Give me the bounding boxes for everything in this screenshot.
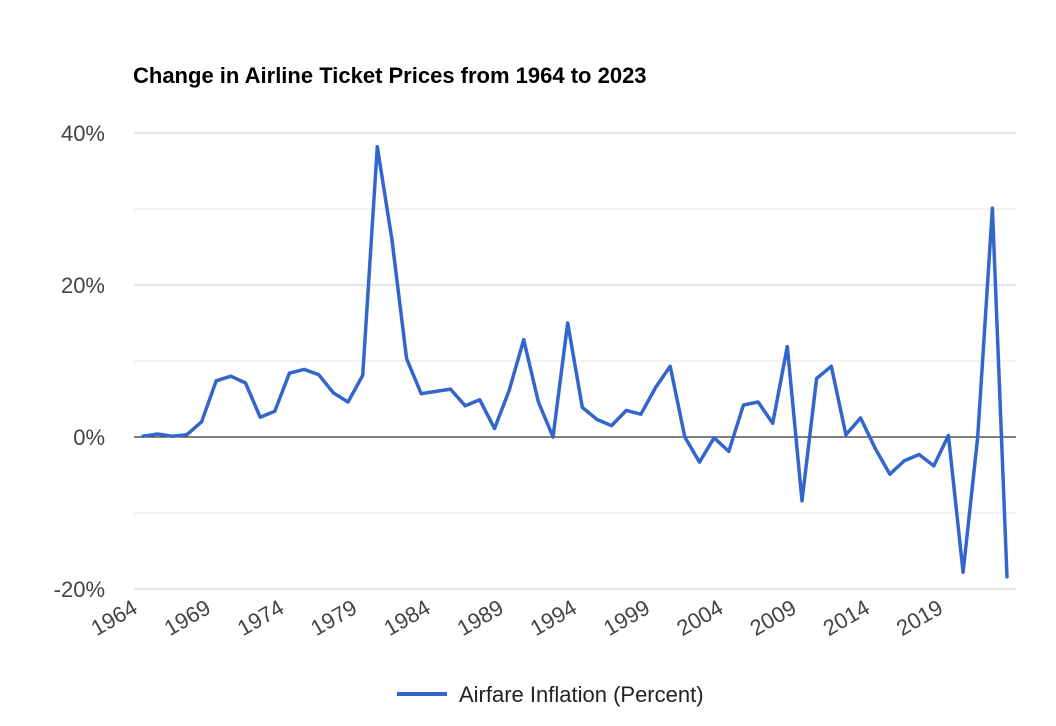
data-point [287, 371, 291, 375]
data-point [698, 460, 701, 464]
y-tick-label: 0% [73, 425, 105, 450]
x-tick-label: 1994 [526, 595, 581, 641]
data-point [917, 453, 921, 456]
y-tick-label: 40% [61, 121, 105, 146]
data-point [478, 398, 482, 402]
data-point [244, 381, 247, 385]
data-point [785, 345, 789, 349]
data-point [317, 373, 321, 377]
data-point [595, 418, 599, 421]
data-point [756, 400, 760, 404]
data-point [946, 434, 950, 437]
data-point [873, 446, 877, 450]
data-point [844, 433, 848, 437]
series-layer [141, 144, 1009, 579]
data-point [170, 434, 174, 438]
data-point [771, 421, 775, 425]
data-point [258, 415, 262, 419]
data-point [990, 206, 994, 210]
data-point [859, 416, 863, 420]
data-point [405, 357, 409, 361]
data-point [624, 408, 628, 412]
data-point [331, 391, 335, 395]
data-point [346, 400, 350, 404]
data-point [566, 321, 570, 325]
data-point [390, 237, 394, 241]
y-axis-tick-labels: -20% 0% 20% 40% [54, 121, 105, 602]
data-point [727, 449, 731, 453]
data-point [185, 433, 189, 437]
data-point [434, 389, 438, 393]
data-point [1005, 575, 1009, 579]
data-point [522, 338, 526, 342]
data-point [536, 400, 540, 404]
data-point [200, 420, 204, 424]
data-point [815, 377, 819, 380]
data-point [800, 499, 804, 503]
data-point [507, 389, 511, 393]
data-point [551, 435, 555, 439]
data-point [449, 387, 452, 391]
x-tick-label: 1999 [599, 595, 654, 641]
data-point [580, 405, 584, 409]
legend-label: Airfare Inflation (Percent) [459, 682, 704, 707]
data-point [493, 427, 496, 431]
data-point [229, 374, 233, 378]
chart-title: Change in Airline Ticket Prices from 196… [133, 63, 647, 88]
y-tick-label: -20% [54, 577, 105, 602]
x-axis-tick-labels: 1964 1969 1974 1979 1984 1989 1994 1999 2004 2009… [87, 595, 947, 641]
x-tick-label: 1969 [160, 595, 215, 641]
series-line [141, 144, 1009, 579]
data-point [976, 435, 980, 439]
x-tick-label: 1984 [379, 595, 434, 641]
data-point [668, 364, 672, 368]
x-tick-label: 2009 [746, 595, 801, 641]
data-point [214, 379, 218, 383]
data-point [273, 409, 277, 413]
data-point [463, 404, 467, 408]
data-point [361, 373, 365, 377]
data-point [932, 464, 936, 468]
legend: Airfare Inflation (Percent) [397, 682, 704, 707]
data-point [654, 386, 657, 390]
x-tick-label: 2004 [672, 595, 727, 641]
y-tick-label: 20% [61, 273, 105, 298]
data-point [829, 364, 833, 368]
data-point [156, 432, 160, 436]
data-point [375, 145, 379, 149]
data-point [302, 367, 306, 371]
x-tick-label: 2014 [819, 595, 874, 641]
data-point [903, 459, 906, 463]
data-point [141, 434, 145, 438]
x-tick-label: 1989 [453, 595, 508, 641]
x-tick-label: 1979 [306, 595, 361, 641]
data-point [639, 412, 643, 416]
data-point [712, 436, 716, 440]
data-point [419, 392, 423, 396]
data-point [888, 472, 892, 476]
x-tick-label: 2019 [892, 595, 947, 641]
x-tick-label: 1974 [233, 595, 288, 641]
data-point [610, 424, 614, 428]
data-point [683, 435, 687, 439]
data-point [961, 570, 965, 574]
data-point [741, 403, 745, 407]
